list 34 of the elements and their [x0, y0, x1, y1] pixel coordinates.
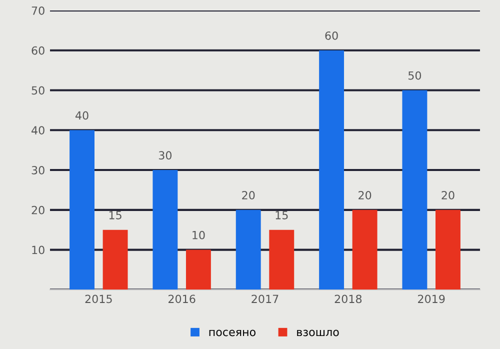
y-tick-label: 50	[32, 86, 44, 95]
legend-label: взошло	[297, 330, 339, 336]
x-tick-label: 2019	[418, 294, 445, 304]
data-label: 15	[109, 211, 122, 220]
bar	[402, 90, 428, 290]
data-label: 40	[75, 111, 88, 120]
bar	[436, 210, 460, 290]
data-label: 20	[442, 191, 454, 200]
data-label: 10	[192, 230, 205, 240]
y-tick-label: 70	[32, 6, 44, 15]
data-label: 60	[325, 31, 338, 40]
y-tick-label: 10	[32, 246, 44, 254]
bar	[70, 130, 94, 290]
y-tick-label: 60	[32, 46, 44, 55]
bar	[102, 230, 128, 290]
legend-label: посеяно	[209, 330, 256, 336]
bar	[186, 250, 211, 290]
data-label: 30	[158, 151, 172, 160]
data-label: 20	[358, 191, 372, 200]
data-label: 15	[276, 211, 288, 220]
bar	[319, 50, 344, 290]
y-tick-label: 20	[32, 206, 44, 214]
y-tick-label: 40	[32, 126, 44, 135]
bar	[269, 230, 294, 290]
data-label: 20	[242, 191, 255, 200]
bar	[152, 170, 178, 290]
x-tick-label: 2018	[334, 294, 362, 304]
x-tick-label: 2016	[168, 294, 196, 304]
x-tick-label: 2017	[252, 294, 278, 304]
x-tick-label: 2015	[85, 294, 112, 304]
bar	[352, 210, 378, 290]
bar	[236, 210, 261, 290]
y-tick-label: 30	[32, 166, 44, 174]
data-label: 50	[408, 71, 422, 80]
